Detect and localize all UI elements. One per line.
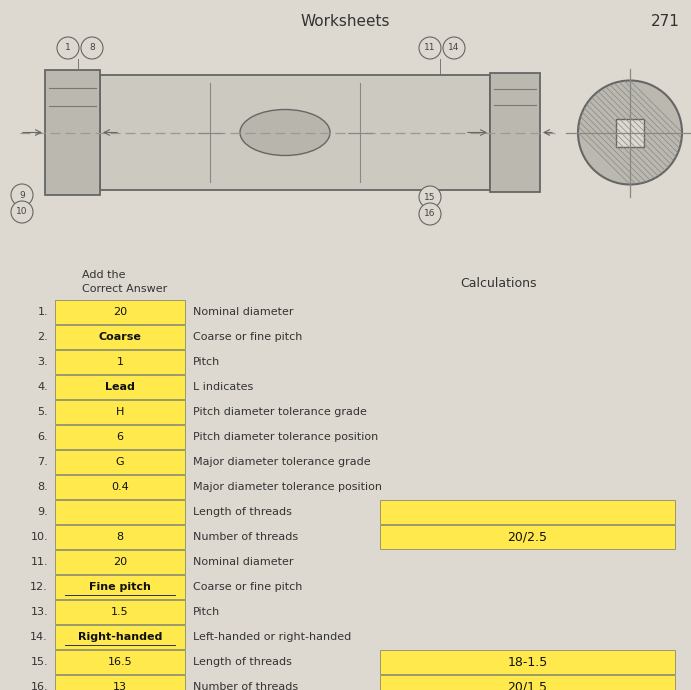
Text: 5.: 5. (37, 407, 48, 417)
Text: 8: 8 (89, 43, 95, 52)
Text: 9: 9 (19, 190, 25, 199)
Circle shape (419, 37, 441, 59)
Text: 1.: 1. (37, 307, 48, 317)
Text: Correct Answer: Correct Answer (82, 284, 167, 294)
FancyBboxPatch shape (55, 650, 185, 674)
FancyBboxPatch shape (55, 675, 185, 690)
Text: Right-handed: Right-handed (78, 632, 162, 642)
Text: Pitch: Pitch (193, 357, 220, 367)
Text: Lead: Lead (105, 382, 135, 392)
Circle shape (578, 81, 682, 184)
Circle shape (443, 37, 465, 59)
FancyBboxPatch shape (55, 400, 185, 424)
FancyBboxPatch shape (55, 500, 185, 524)
Text: Pitch: Pitch (193, 607, 220, 617)
Text: 14.: 14. (30, 632, 48, 642)
Text: 12.: 12. (30, 582, 48, 592)
Text: Calculations: Calculations (460, 277, 536, 290)
Text: 7.: 7. (37, 457, 48, 467)
Text: 8.: 8. (37, 482, 48, 492)
Text: 18-1.5: 18-1.5 (507, 656, 548, 669)
FancyBboxPatch shape (55, 475, 185, 499)
Text: 1: 1 (117, 357, 124, 367)
Text: 2.: 2. (37, 332, 48, 342)
Text: Number of threads: Number of threads (193, 682, 298, 690)
Text: 15.: 15. (30, 657, 48, 667)
FancyBboxPatch shape (490, 73, 540, 192)
Text: 8: 8 (117, 532, 124, 542)
Text: 10.: 10. (30, 532, 48, 542)
Text: H: H (116, 407, 124, 417)
FancyBboxPatch shape (100, 75, 490, 190)
Text: Add the: Add the (82, 270, 126, 280)
FancyBboxPatch shape (616, 119, 644, 146)
Text: 3.: 3. (37, 357, 48, 367)
FancyBboxPatch shape (55, 325, 185, 349)
Text: 16: 16 (424, 210, 436, 219)
Text: Fine pitch: Fine pitch (89, 582, 151, 592)
Text: Pitch diameter tolerance position: Pitch diameter tolerance position (193, 432, 378, 442)
Text: 13.: 13. (30, 607, 48, 617)
FancyBboxPatch shape (55, 300, 185, 324)
Text: Pitch diameter tolerance grade: Pitch diameter tolerance grade (193, 407, 367, 417)
FancyBboxPatch shape (55, 575, 185, 599)
Text: 20: 20 (113, 307, 127, 317)
FancyBboxPatch shape (55, 550, 185, 574)
Circle shape (57, 37, 79, 59)
Text: 13: 13 (113, 682, 127, 690)
Text: 1: 1 (65, 43, 71, 52)
FancyBboxPatch shape (380, 525, 675, 549)
Circle shape (419, 203, 441, 225)
Text: Left-handed or right-handed: Left-handed or right-handed (193, 632, 351, 642)
Text: Nominal diameter: Nominal diameter (193, 307, 294, 317)
Text: 16.5: 16.5 (108, 657, 132, 667)
Text: Length of threads: Length of threads (193, 507, 292, 517)
Circle shape (419, 186, 441, 208)
Text: 271: 271 (651, 14, 680, 29)
FancyBboxPatch shape (380, 500, 675, 524)
Text: 11.: 11. (30, 557, 48, 567)
Text: 20/1.5: 20/1.5 (507, 680, 547, 690)
Ellipse shape (240, 110, 330, 155)
FancyBboxPatch shape (380, 650, 675, 674)
Text: 20/2.5: 20/2.5 (507, 531, 547, 544)
FancyBboxPatch shape (55, 350, 185, 374)
Text: 6: 6 (117, 432, 124, 442)
Text: 11: 11 (424, 43, 436, 52)
Text: Major diameter tolerance grade: Major diameter tolerance grade (193, 457, 370, 467)
Text: 10: 10 (17, 208, 28, 217)
FancyBboxPatch shape (380, 675, 675, 690)
Text: L indicates: L indicates (193, 382, 253, 392)
Text: 4.: 4. (37, 382, 48, 392)
FancyBboxPatch shape (55, 375, 185, 399)
Text: 9.: 9. (37, 507, 48, 517)
Text: 14: 14 (448, 43, 460, 52)
FancyBboxPatch shape (45, 70, 100, 195)
Circle shape (11, 184, 33, 206)
Text: 1.5: 1.5 (111, 607, 129, 617)
Text: 15: 15 (424, 193, 436, 201)
Text: 0.4: 0.4 (111, 482, 129, 492)
Text: G: G (115, 457, 124, 467)
Text: Coarse or fine pitch: Coarse or fine pitch (193, 332, 303, 342)
Text: Coarse or fine pitch: Coarse or fine pitch (193, 582, 303, 592)
FancyBboxPatch shape (55, 600, 185, 624)
FancyBboxPatch shape (55, 625, 185, 649)
Text: Number of threads: Number of threads (193, 532, 298, 542)
Circle shape (11, 201, 33, 223)
Circle shape (81, 37, 103, 59)
Text: Length of threads: Length of threads (193, 657, 292, 667)
Text: Worksheets: Worksheets (301, 14, 390, 29)
FancyBboxPatch shape (55, 525, 185, 549)
Text: 16.: 16. (30, 682, 48, 690)
FancyBboxPatch shape (55, 425, 185, 449)
Text: 20: 20 (113, 557, 127, 567)
Text: Coarse: Coarse (99, 332, 142, 342)
Text: Major diameter tolerance position: Major diameter tolerance position (193, 482, 382, 492)
Text: Nominal diameter: Nominal diameter (193, 557, 294, 567)
FancyBboxPatch shape (55, 450, 185, 474)
Text: 6.: 6. (37, 432, 48, 442)
